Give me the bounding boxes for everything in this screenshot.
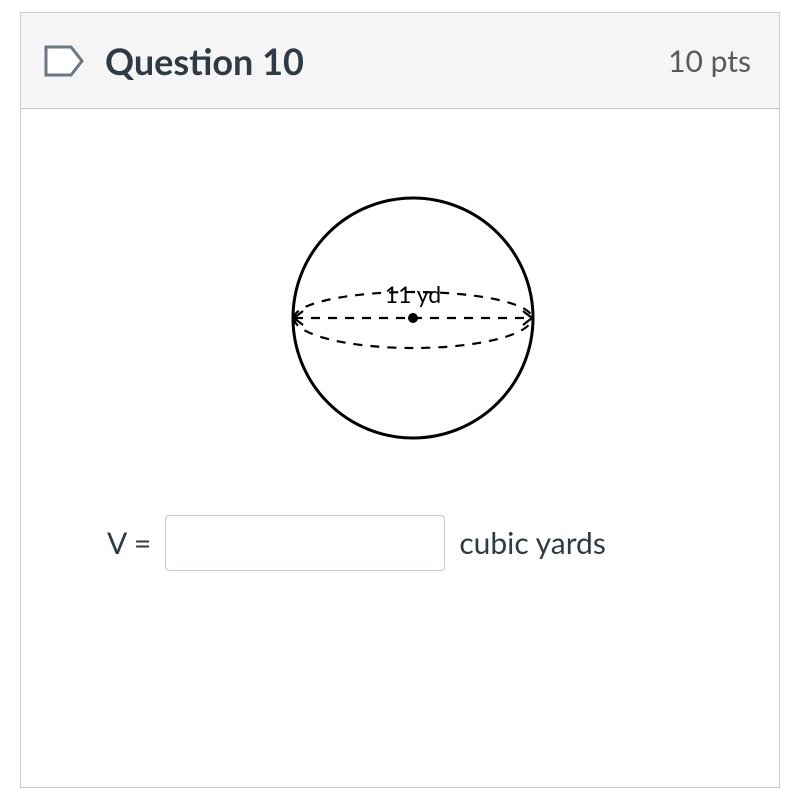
answer-prefix: V = [107, 525, 151, 561]
sphere-diagram: 11 yd [107, 183, 719, 443]
question-body: 11 yd V = cubic yards [21, 109, 779, 611]
diameter-label: 11 yd [385, 280, 441, 308]
answer-row: V = cubic yards [107, 515, 719, 571]
answer-suffix: cubic yards [459, 525, 606, 561]
question-title: Question 10 [105, 39, 304, 83]
question-card: Question 10 10 pts 11 yd [20, 12, 780, 788]
question-points: 10 pts [668, 43, 751, 79]
sphere-svg: 11 yd [273, 183, 553, 443]
header-left: Question 10 [43, 39, 304, 83]
question-header: Question 10 10 pts [21, 13, 779, 109]
volume-input[interactable] [165, 515, 445, 571]
bookmark-tag-icon [43, 44, 85, 78]
center-dot [408, 313, 418, 323]
